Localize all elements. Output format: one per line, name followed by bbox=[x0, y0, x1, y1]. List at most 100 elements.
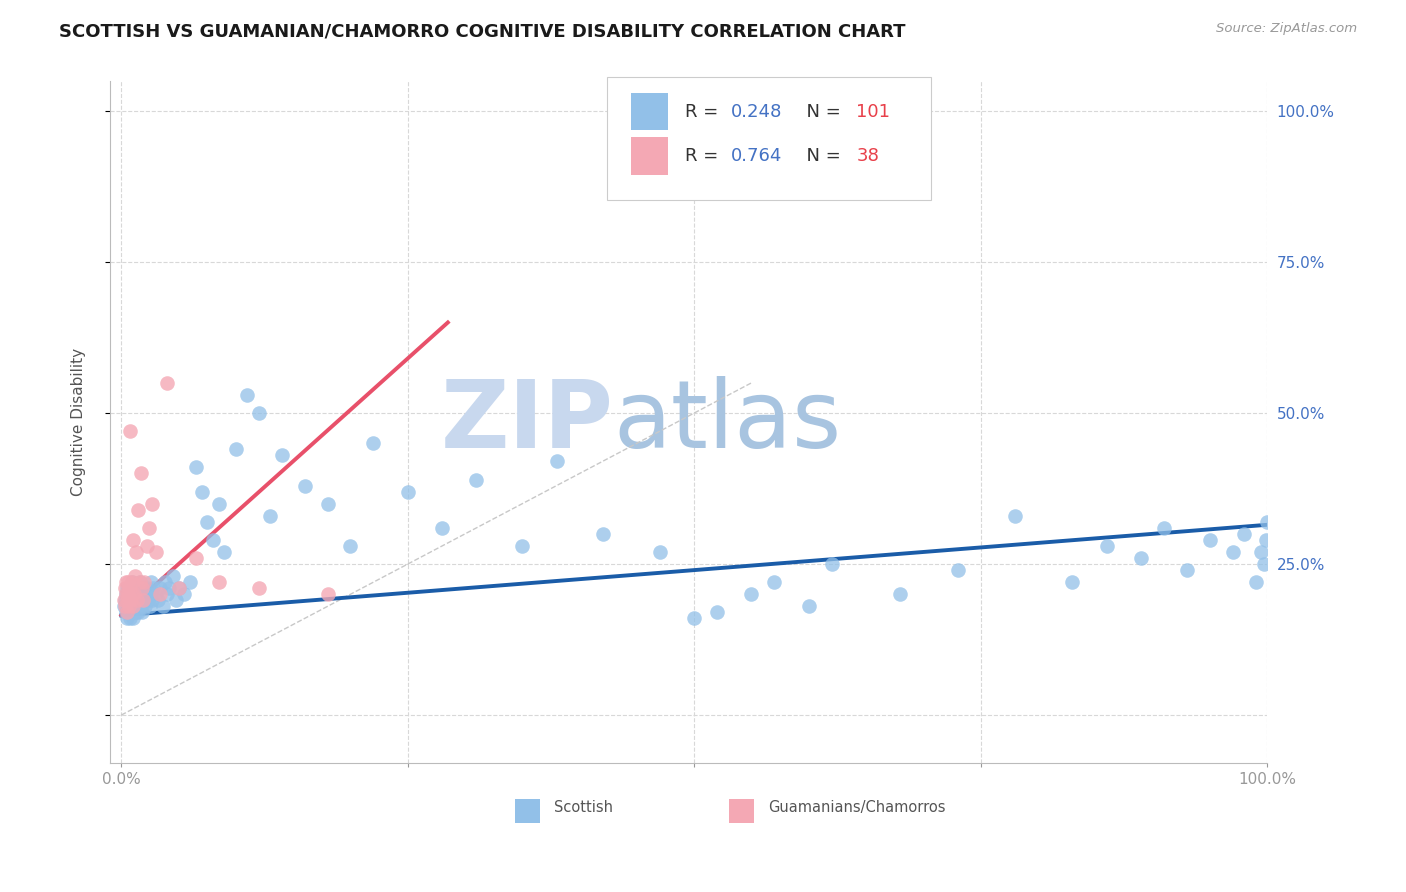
Point bbox=[117, 587, 139, 601]
Point bbox=[121, 599, 143, 614]
Point bbox=[510, 539, 533, 553]
Point bbox=[121, 599, 143, 614]
Point bbox=[1062, 575, 1084, 590]
Text: R =: R = bbox=[685, 103, 724, 120]
Text: Guamanians/Chamorros: Guamanians/Chamorros bbox=[768, 800, 946, 815]
Point bbox=[208, 497, 231, 511]
Point bbox=[152, 599, 174, 614]
Text: 0.764: 0.764 bbox=[731, 147, 783, 165]
Point bbox=[121, 575, 143, 590]
Point bbox=[1233, 527, 1256, 541]
Point bbox=[121, 587, 143, 601]
Point bbox=[117, 575, 139, 590]
Point bbox=[122, 581, 145, 595]
Point bbox=[889, 587, 911, 601]
Point bbox=[127, 599, 149, 614]
Point bbox=[135, 581, 157, 595]
Point bbox=[173, 587, 195, 601]
Text: 38: 38 bbox=[856, 147, 879, 165]
Point bbox=[120, 587, 142, 601]
Bar bbox=[515, 799, 540, 823]
Point bbox=[247, 581, 270, 595]
Point bbox=[129, 467, 152, 481]
Point bbox=[134, 587, 156, 601]
Point bbox=[124, 569, 146, 583]
Point bbox=[118, 599, 141, 614]
Point bbox=[1222, 545, 1244, 559]
Point bbox=[1250, 545, 1272, 559]
Point bbox=[121, 533, 143, 547]
Text: N =: N = bbox=[794, 147, 846, 165]
Point bbox=[115, 587, 138, 601]
Point bbox=[138, 587, 160, 601]
Point bbox=[763, 575, 786, 590]
Point bbox=[129, 599, 152, 614]
Point bbox=[138, 521, 160, 535]
Point bbox=[195, 515, 218, 529]
Point bbox=[124, 599, 146, 614]
Point bbox=[128, 575, 150, 590]
Point bbox=[117, 606, 139, 620]
Point bbox=[1004, 508, 1026, 523]
Point bbox=[821, 557, 844, 571]
Point bbox=[128, 606, 150, 620]
Point bbox=[115, 575, 138, 590]
Point bbox=[1095, 539, 1118, 553]
Point bbox=[146, 593, 169, 607]
Point bbox=[118, 581, 141, 595]
Point bbox=[139, 599, 162, 614]
Point bbox=[115, 587, 138, 601]
Point bbox=[132, 593, 155, 607]
Point bbox=[247, 406, 270, 420]
Point bbox=[120, 611, 142, 625]
Point bbox=[225, 442, 247, 457]
Point bbox=[465, 473, 488, 487]
Point bbox=[184, 551, 207, 566]
Point bbox=[142, 581, 165, 595]
Point bbox=[118, 593, 141, 607]
Point bbox=[120, 424, 142, 438]
Point bbox=[167, 581, 190, 595]
Point bbox=[115, 606, 138, 620]
Point bbox=[546, 454, 568, 468]
Point bbox=[118, 581, 141, 595]
Text: Scottish: Scottish bbox=[554, 800, 613, 815]
Point bbox=[121, 606, 143, 620]
Text: atlas: atlas bbox=[613, 376, 841, 468]
Point bbox=[179, 575, 201, 590]
Point bbox=[127, 593, 149, 607]
Point bbox=[316, 587, 339, 601]
Point bbox=[141, 497, 163, 511]
Point bbox=[706, 606, 728, 620]
Point bbox=[114, 593, 136, 607]
Point bbox=[259, 508, 281, 523]
Point bbox=[740, 587, 762, 601]
Point bbox=[145, 545, 167, 559]
Point bbox=[1254, 533, 1277, 547]
Point bbox=[316, 497, 339, 511]
Point bbox=[114, 599, 136, 614]
Point bbox=[115, 606, 138, 620]
Point bbox=[153, 575, 176, 590]
Point bbox=[112, 599, 135, 614]
Point bbox=[683, 611, 706, 625]
Point bbox=[134, 575, 156, 590]
Point bbox=[122, 587, 145, 601]
Point bbox=[131, 581, 153, 595]
Point bbox=[339, 539, 361, 553]
Point bbox=[114, 581, 136, 595]
Bar bbox=[630, 93, 668, 130]
Point bbox=[396, 484, 419, 499]
Point bbox=[120, 599, 142, 614]
Point bbox=[125, 545, 148, 559]
Point bbox=[1253, 557, 1275, 571]
Point bbox=[134, 599, 156, 614]
Point bbox=[1244, 575, 1267, 590]
Point bbox=[1256, 515, 1278, 529]
Text: Source: ZipAtlas.com: Source: ZipAtlas.com bbox=[1216, 22, 1357, 36]
Point bbox=[648, 545, 671, 559]
Point bbox=[139, 575, 162, 590]
Point bbox=[363, 436, 385, 450]
Point bbox=[125, 593, 148, 607]
Point bbox=[135, 539, 157, 553]
